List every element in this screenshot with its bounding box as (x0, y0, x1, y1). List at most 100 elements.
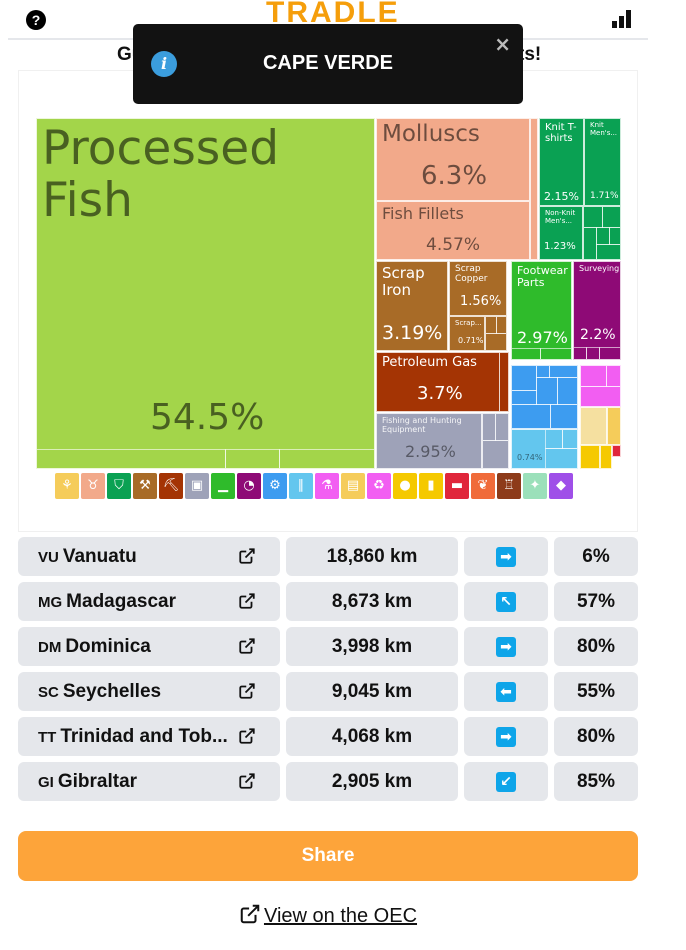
oec-link[interactable]: View on the OEC (263, 905, 418, 927)
country-name: Trinidad and Tob... (60, 726, 228, 747)
treemap-label: Scrap... (455, 319, 482, 327)
box-icon[interactable]: ▣ (185, 473, 209, 499)
treemap-pct: 2.97% (517, 328, 568, 347)
direction-arrow-icon: ↙ (496, 772, 516, 792)
recycle-icon[interactable]: ♻ (367, 473, 391, 499)
oec-link-row: View on the OEC (0, 903, 656, 928)
treemap-label: Scrap Iron (382, 264, 425, 299)
treemap-pct: 2.15% (544, 190, 579, 203)
guess-direction: ⬅ (464, 672, 548, 711)
treemap-knit-mens: Knit Men's... 1.71% (584, 118, 621, 206)
cable-icon[interactable]: ▬ (445, 473, 469, 499)
guess-country: VU Vanuatu (18, 537, 280, 576)
treemap-pct: 0.74% (517, 453, 543, 462)
treemap-fishing-equipment: Fishing and Hunting Equipment 2.95% (376, 413, 482, 469)
guess-direction: ↖ (464, 582, 548, 621)
external-link-icon[interactable] (238, 772, 256, 790)
pickaxe-icon[interactable]: ⛏ (159, 473, 183, 499)
country-name: Gibraltar (57, 771, 138, 792)
wheat-icon[interactable]: ⚘ (55, 473, 79, 499)
treemap-fish-fillets: Fish Fillets 4.57% (376, 201, 530, 260)
guess-direction: ➡ (464, 717, 548, 756)
info-icon: i (151, 51, 177, 77)
scroll-icon[interactable]: ▤ (341, 473, 365, 499)
treemap-pct: 2.95% (405, 442, 456, 461)
road-icon[interactable]: ∥ (289, 473, 313, 499)
shoe-icon[interactable]: ▁ (211, 473, 235, 499)
guess-distance: 9,045 km (286, 672, 458, 711)
treemap-misc-tiny (612, 445, 621, 457)
treemap-scrap-copper: Scrap Copper 1.56% (449, 261, 507, 316)
country-name: Dominica (65, 636, 151, 657)
treemap-label: Processed Fish (42, 121, 280, 228)
subtitle-right: ts! (518, 44, 542, 65)
direction-arrow-icon: ➡ (496, 727, 516, 747)
treemap-pct: 3.19% (382, 322, 443, 344)
external-link-icon[interactable] (239, 903, 261, 925)
external-link-icon[interactable] (238, 592, 256, 610)
treemap-petroleum-gas: Petroleum Gas 3.7% (376, 352, 507, 412)
answer-toast: i CAPE VERDE × (133, 24, 523, 104)
close-icon[interactable]: × (494, 32, 511, 56)
external-link-icon[interactable] (238, 727, 256, 745)
treemap-pct: 2.2% (580, 327, 616, 343)
country-name: Madagascar (66, 591, 177, 612)
leaf-icon[interactable]: ❦ (471, 473, 495, 499)
guess-proximity: 6% (554, 537, 638, 576)
anvil-icon[interactable]: ⚒ (133, 473, 157, 499)
treemap-label: Petroleum Gas (382, 355, 477, 370)
treemap-misc-small (600, 445, 612, 469)
guess-country: DM Dominica (18, 627, 280, 666)
fruit-icon[interactable]: ● (393, 473, 417, 499)
treemap-pct: 0.71% (458, 336, 484, 345)
external-link-icon[interactable] (238, 637, 256, 655)
help-icon[interactable]: ? (26, 10, 46, 30)
gem-icon[interactable]: ◆ (549, 473, 573, 499)
treemap-misc-grey (482, 413, 509, 469)
gauge-icon[interactable]: ◔ (237, 473, 261, 499)
stats-icon[interactable] (610, 10, 632, 28)
flask-icon[interactable]: ⚗ (315, 473, 339, 499)
gear-icon[interactable]: ⚙ (263, 473, 287, 499)
guess-distance: 2,905 km (286, 762, 458, 801)
animal-icon[interactable]: ♉ (81, 473, 105, 499)
treemap-nonknit-mens: Non-Knit Men's... 1.23% (539, 206, 583, 260)
guess-country: MG Madagascar (18, 582, 280, 621)
country-code: DM (38, 639, 62, 656)
guess-country: GI Gibraltar (18, 762, 280, 801)
guess-proximity: 57% (554, 582, 638, 621)
treemap-processed-fish: Processed Fish 54.5% (36, 118, 375, 469)
guess-country: SC Seychelles (18, 672, 280, 711)
guess-distance: 18,860 km (286, 537, 458, 576)
treemap-metal-misc (485, 316, 507, 351)
guess-proximity: 80% (554, 717, 638, 756)
bottle-icon[interactable]: ▮ (419, 473, 443, 499)
shirt-icon[interactable]: ⛉ (107, 473, 131, 499)
treemap-pct: 4.57% (426, 235, 481, 255)
treemap-label: Fishing and Hunting Equipment (382, 416, 462, 434)
external-link-icon[interactable] (238, 547, 256, 565)
treemap-surveying: Surveying... 2.2% (573, 261, 621, 360)
direction-arrow-icon: ➡ (496, 547, 516, 567)
country-code: MG (38, 594, 63, 611)
guess-direction: ➡ (464, 627, 548, 666)
treemap-molluscs: Molluscs 6.3% (376, 118, 530, 201)
hide-icon[interactable]: ✦ (523, 473, 547, 499)
treemap-pct: 1.23% (544, 241, 576, 252)
external-link-icon[interactable] (238, 682, 256, 700)
treemap-label: Non-Knit Men's... (545, 209, 576, 225)
treemap-label: Footwear Parts (517, 264, 568, 290)
treemap-label: Knit Men's... (590, 121, 618, 137)
treemap-mineral-misc (499, 352, 509, 412)
treemap-machinery (511, 365, 578, 429)
country-code: GI (38, 774, 54, 791)
country-name: Seychelles (62, 681, 162, 702)
direction-arrow-icon: ➡ (496, 637, 516, 657)
share-button[interactable]: Share (18, 831, 638, 881)
treemap-scrap-iron: Scrap Iron 3.19% (376, 261, 448, 351)
treemap-pct: 1.71% (590, 191, 619, 201)
guess-country: TT Trinidad and Tob... (18, 717, 280, 756)
easel-icon[interactable]: ♖ (497, 473, 521, 499)
treemap-textile-misc (583, 206, 621, 260)
treemap-pct: 6.3% (421, 161, 488, 191)
